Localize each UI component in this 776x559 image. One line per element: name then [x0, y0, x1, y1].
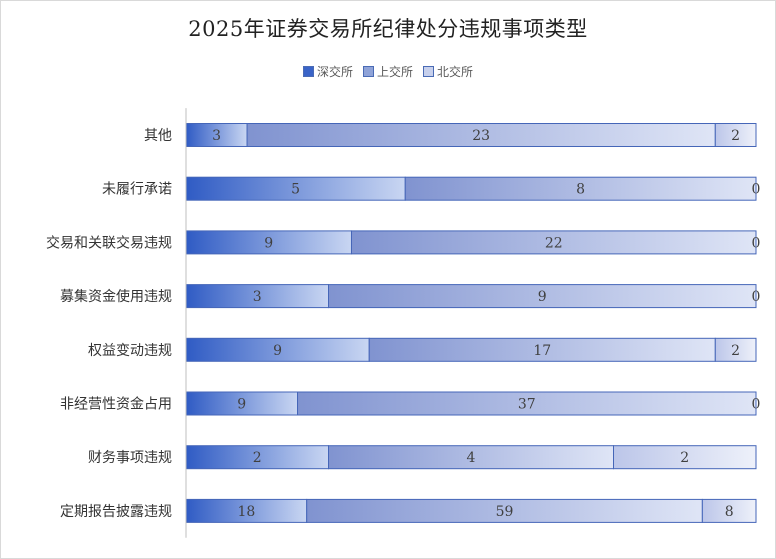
- category-label: 财务事项违规: [88, 450, 172, 466]
- data-label: 22: [545, 235, 563, 251]
- category-label: 非经营性资金占用: [60, 397, 172, 413]
- data-label: 0: [752, 182, 761, 198]
- legend-item-series-1: 上交所: [362, 63, 413, 80]
- data-label: 2: [253, 450, 262, 466]
- bar-segment: [404, 176, 757, 201]
- data-label: 23: [472, 128, 490, 144]
- data-label: 2: [680, 450, 689, 466]
- chart-legend: 深交所 上交所 北交所: [1, 63, 775, 80]
- data-label: 3: [253, 289, 262, 305]
- data-label: 2: [731, 343, 740, 359]
- category-label: 募集资金使用违规: [60, 288, 172, 305]
- data-label: 0: [752, 397, 761, 413]
- data-label: 9: [237, 397, 246, 413]
- bar-segment: [350, 230, 757, 255]
- bar-segment: [328, 284, 757, 309]
- data-label: 8: [576, 182, 585, 198]
- legend-item-series-2: 北交所: [423, 63, 473, 80]
- legend-swatch-series-2: [423, 66, 434, 77]
- data-label: 0: [752, 289, 761, 305]
- chart-title: 2025年证券交易所纪律处分违规事项类型: [188, 17, 588, 41]
- legend-swatch-series-1: [362, 66, 374, 77]
- data-label: 17: [533, 343, 551, 359]
- data-label: 9: [264, 235, 273, 251]
- category-label: 交易和关联交易违规: [46, 234, 172, 251]
- data-label: 59: [496, 504, 514, 520]
- data-label: 3: [212, 128, 221, 144]
- data-label: 18: [237, 504, 255, 520]
- data-label: 0: [752, 235, 761, 251]
- bar-segment: [714, 123, 757, 147]
- legend-label-series-1: 上交所: [376, 65, 413, 79]
- data-label: 9: [273, 343, 282, 359]
- bar-segment: [714, 337, 757, 362]
- category-label: 未履行承诺: [102, 182, 172, 198]
- category-label: 其他: [144, 128, 172, 144]
- data-label: 8: [725, 504, 734, 520]
- data-label: 5: [291, 182, 300, 198]
- legend-item-series-0: 深交所: [302, 63, 353, 80]
- data-label: 4: [467, 450, 476, 466]
- legend-label-series-2: 北交所: [437, 65, 474, 79]
- data-label: 37: [518, 397, 536, 413]
- bar-segment: [701, 498, 757, 523]
- bar-segment: [613, 445, 757, 470]
- category-label: 定期报告披露违规: [60, 504, 172, 520]
- category-label: 权益变动违规: [88, 343, 172, 359]
- legend-swatch-series-0: [302, 66, 314, 77]
- data-label: 9: [538, 289, 547, 305]
- data-label: 2: [731, 128, 740, 144]
- legend-label-series-0: 深交所: [316, 65, 353, 79]
- bar-segment: [297, 391, 757, 416]
